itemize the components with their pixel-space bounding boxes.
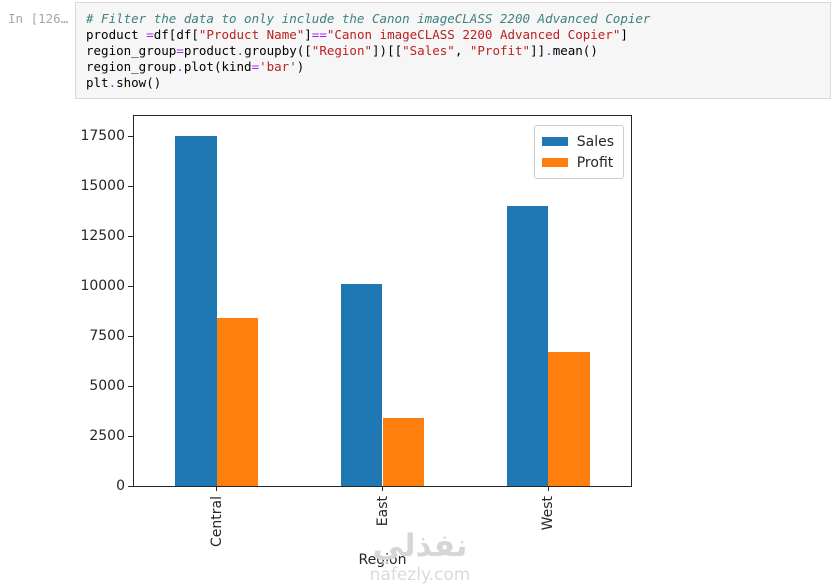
- y-tick-label: 2500: [89, 428, 125, 444]
- code-token-plain: ]: [304, 27, 312, 42]
- axes: Sales Profit 0 2500 5000 7500 10000 12500 15000…: [80, 115, 632, 568]
- chart-output-figure: Sales Profit 0 2500 5000 7500 10000 12500 15000…: [0, 100, 835, 588]
- code-token-operator: .: [236, 43, 245, 58]
- code-token-plain: region_group: [86, 43, 177, 58]
- code-token-operator: .: [545, 43, 553, 58]
- code-token-plain: ,: [454, 43, 470, 58]
- code-lines: # Filter the data to only include the Ca…: [86, 11, 820, 91]
- y-tick-mark: [128, 385, 133, 387]
- code-token-operator: .: [108, 75, 117, 90]
- code-token-plain: groupby([: [244, 43, 312, 58]
- y-tick-mark: [128, 135, 133, 137]
- code-cell-input[interactable]: # Filter the data to only include the Ca…: [75, 2, 831, 99]
- code-line-1: # Filter the data to only include the Ca…: [86, 11, 820, 27]
- code-token-plain: ): [296, 59, 305, 74]
- code-line-2: product =df[df["Product Name"]=="Canon i…: [86, 27, 820, 43]
- legend-swatch-profit: [541, 158, 568, 167]
- legend-label-profit: Profit: [576, 154, 614, 171]
- code-token-operator: .: [176, 59, 184, 74]
- code-token-operator: =: [176, 43, 184, 58]
- watermark-arabic-text: نفذلي: [372, 528, 468, 564]
- bar-sales-west: [506, 206, 549, 486]
- code-token-comment: # Filter the data to only include the Ca…: [86, 11, 651, 26]
- code-token-plain: plot(kind: [183, 59, 252, 74]
- code-token-operator: ==: [311, 27, 327, 42]
- bar-profit-west: [548, 351, 590, 486]
- y-tick-label: 15000: [80, 178, 125, 194]
- y-tick-mark: [128, 185, 133, 187]
- y-tick-label: 10000: [80, 278, 125, 294]
- bar-sales-east: [341, 284, 383, 486]
- code-token-plain: df[df[: [153, 27, 199, 42]
- code-token-plain: show(): [116, 75, 162, 90]
- bar-sales-central: [175, 136, 217, 486]
- code-line-5: plt.show(): [86, 75, 820, 91]
- code-token-plain: ]: [620, 27, 628, 42]
- cell-execution-prompt: In [126…: [8, 11, 69, 26]
- x-tick-mark: [382, 486, 383, 491]
- y-tick-mark: [128, 335, 133, 337]
- legend-entry-sales: Sales: [541, 131, 614, 152]
- legend-label-sales: Sales: [576, 133, 614, 150]
- code-token-string: "Region": [311, 43, 373, 58]
- watermark-domain-text: nafezly.com: [369, 565, 471, 585]
- legend-entry-profit: Profit: [541, 152, 614, 173]
- y-tick-label: 7500: [89, 328, 125, 344]
- x-tick-label: East: [374, 496, 391, 527]
- code-line-3: region_group=product.groupby(["Region"])…: [86, 43, 820, 59]
- code-token-string: "Sales": [402, 43, 455, 58]
- code-token-plain: product: [86, 27, 147, 42]
- y-tick-mark: [128, 235, 133, 237]
- code-line-4: region_group.plot(kind='bar'): [86, 59, 820, 75]
- code-token-operator: =: [146, 27, 154, 42]
- x-axis-title: Region: [358, 552, 407, 568]
- y-tick-label: 12500: [80, 228, 125, 244]
- x-tick-mark: [216, 486, 218, 491]
- code-token-plain: ])[[: [372, 43, 403, 58]
- y-tick-mark: [128, 285, 133, 287]
- code-token-plain: plt: [86, 75, 109, 90]
- y-tick-mark: [128, 485, 133, 487]
- bar-profit-east: [382, 418, 424, 486]
- code-token-plain: ]]: [530, 43, 546, 58]
- code-token-operator: =: [251, 59, 260, 74]
- legend: Sales Profit: [533, 125, 624, 179]
- y-tick-label: 0: [116, 478, 125, 494]
- code-token-plain: product: [183, 43, 237, 58]
- legend-swatch-sales: [541, 137, 568, 146]
- bar-profit-central: [216, 318, 259, 486]
- y-tick-label: 17500: [80, 128, 125, 144]
- code-token-string: "Product Name": [198, 27, 305, 42]
- code-token-string: 'bar': [259, 59, 297, 74]
- y-tick-label: 5000: [89, 378, 125, 394]
- code-token-plain: mean(): [552, 43, 598, 58]
- x-tick-mark: [547, 486, 549, 491]
- y-tick-mark: [128, 435, 133, 437]
- x-tick-label: West: [540, 496, 557, 531]
- code-token-string: "Profit": [469, 43, 531, 58]
- code-token-string: "Canon imageCLASS 2200 Advanced Copier": [326, 27, 621, 42]
- code-token-plain: region_group: [86, 59, 177, 74]
- x-tick-label: Central: [208, 496, 225, 547]
